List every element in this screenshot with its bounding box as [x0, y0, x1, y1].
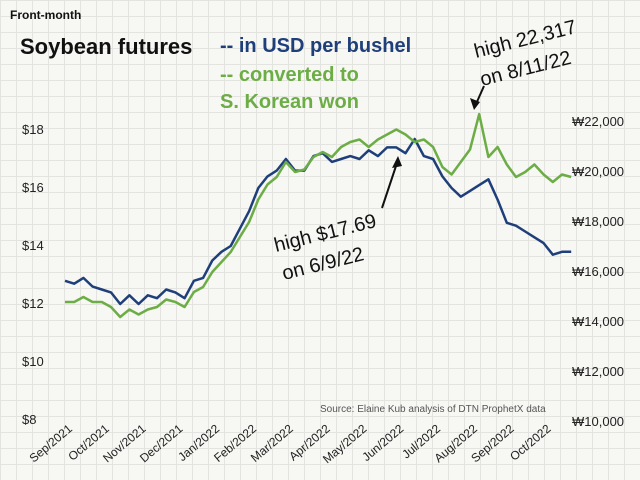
- y-left-tick-label: $8: [22, 412, 36, 427]
- subtitle-krw-line2: S. Korean won: [220, 91, 359, 113]
- y-right-axis: ₩10,000 ₩12,000 ₩14,000 ₩16,000 ₩18,000 ₩20,0…: [572, 114, 624, 429]
- y-right-tick-label: ₩18,000: [572, 214, 624, 229]
- y-left-tick-label: $10: [22, 354, 44, 369]
- source-note: Source: Elaine Kub analysis of DTN Proph…: [320, 404, 546, 415]
- series-lines: [64, 112, 572, 319]
- x-tick-label: Oct/2022: [507, 421, 554, 463]
- subtitle-usd: -- in USD per bushel: [220, 35, 412, 57]
- y-right-tick-label: ₩12,000: [572, 364, 624, 379]
- y-left-tick-label: $18: [22, 122, 44, 137]
- series-krw-line: [65, 112, 572, 319]
- y-left-tick-label: $16: [22, 180, 44, 195]
- y-right-tick-label: ₩10,000: [572, 414, 624, 429]
- y-left-tick-label: $14: [22, 238, 44, 253]
- x-axis: Sep/2021Oct/2021Nov/2021Dec/2021Jan/2022…: [27, 421, 554, 466]
- annotation-usd-arrowhead: [392, 156, 402, 168]
- y-right-tick-label: ₩20,000: [572, 164, 624, 179]
- y-right-tick-label: ₩14,000: [572, 314, 624, 329]
- x-tick-label: Sep/2021: [27, 421, 76, 465]
- annotation-krw-arrowhead: [470, 98, 480, 110]
- y-right-tick-label: ₩16,000: [572, 264, 624, 279]
- y-left-tick-label: $12: [22, 296, 44, 311]
- series-usd-line: [64, 137, 572, 306]
- annotation-usd-arrow: [381, 159, 399, 209]
- chart-title: Soybean futures: [20, 34, 193, 59]
- subtitle-krw-line1: -- converted to: [220, 64, 359, 86]
- x-tick-label: Jun/2022: [359, 421, 406, 464]
- y-left-axis: $8 $10 $12 $14 $16 $18: [22, 122, 44, 427]
- y-right-tick-label: ₩22,000: [572, 114, 624, 129]
- chart-kicker: Front-month: [10, 8, 82, 22]
- annotations: high $17.69 on 6/9/22 high 22,317 on 8/1…: [272, 16, 579, 285]
- annotation-usd-line1: high $17.69: [272, 210, 379, 257]
